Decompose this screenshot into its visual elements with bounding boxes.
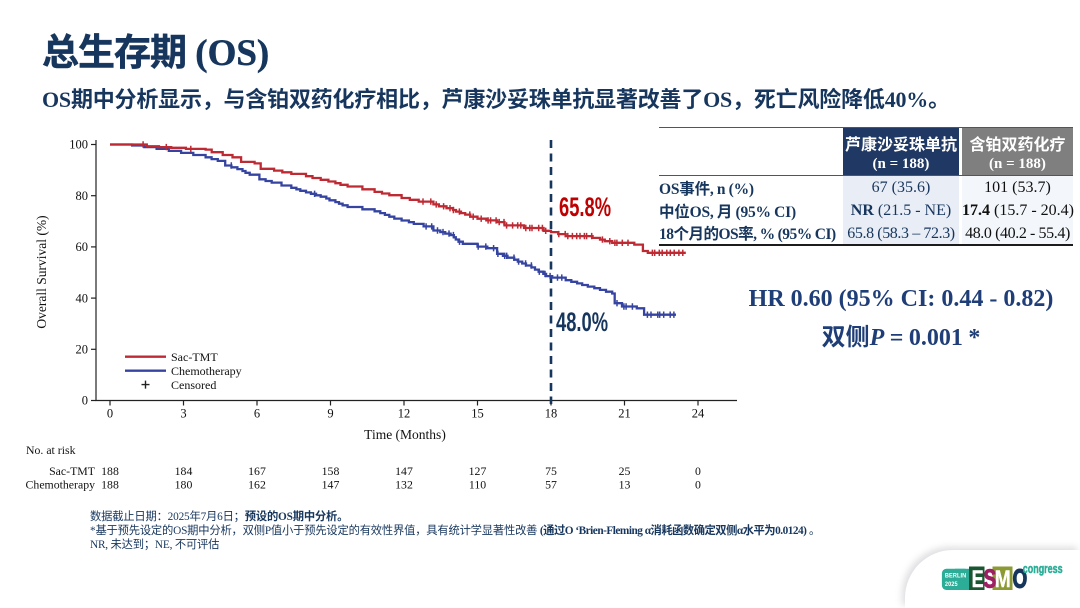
svg-text:2025: 2025: [945, 581, 958, 589]
svg-text:congress: congress: [1023, 563, 1063, 577]
svg-text:110: 110: [469, 478, 486, 492]
svg-text:158: 158: [322, 464, 340, 478]
svg-text:75: 75: [545, 464, 557, 478]
svg-text:Time (Months): Time (Months): [364, 427, 446, 442]
svg-text:3: 3: [180, 407, 186, 421]
svg-text:65.8%: 65.8%: [559, 191, 611, 221]
svg-text:167: 167: [248, 464, 266, 478]
svg-text:S: S: [984, 563, 996, 593]
svg-text:E: E: [972, 567, 984, 593]
svg-text:127: 127: [469, 464, 487, 478]
svg-text:No. at risk: No. at risk: [26, 443, 76, 457]
svg-text:40: 40: [76, 291, 89, 305]
svg-text:60: 60: [76, 240, 89, 254]
svg-text:18: 18: [545, 407, 558, 421]
svg-text:15: 15: [471, 407, 484, 421]
svg-text:147: 147: [322, 478, 340, 492]
svg-text:80: 80: [76, 189, 89, 203]
svg-text:O: O: [1013, 563, 1028, 593]
svg-text:184: 184: [175, 464, 193, 478]
svg-text:188: 188: [101, 478, 119, 492]
svg-text:Sac-TMT: Sac-TMT: [171, 350, 218, 364]
svg-text:20: 20: [76, 343, 89, 357]
svg-text:180: 180: [175, 478, 193, 492]
svg-text:0: 0: [107, 407, 113, 421]
svg-text:Chemotherapy: Chemotherapy: [171, 364, 242, 378]
svg-text:13: 13: [619, 478, 631, 492]
svg-text:188: 188: [101, 464, 119, 478]
svg-text:57: 57: [545, 478, 557, 492]
svg-text:162: 162: [248, 478, 266, 492]
svg-text:Chemotherapy: Chemotherapy: [26, 478, 96, 492]
svg-text:9: 9: [327, 407, 333, 421]
svg-text:0: 0: [695, 478, 701, 492]
svg-text:24: 24: [692, 407, 705, 421]
svg-text:147: 147: [395, 464, 413, 478]
svg-text:Sac-TMT: Sac-TMT: [49, 464, 96, 478]
svg-text:BERLIN: BERLIN: [945, 572, 967, 580]
svg-text:25: 25: [619, 464, 631, 478]
svg-text:6: 6: [254, 407, 260, 421]
svg-text:21: 21: [618, 407, 631, 421]
svg-text:132: 132: [395, 478, 413, 492]
svg-text:Overall Survival (%): Overall Survival (%): [34, 215, 49, 328]
svg-text:0: 0: [695, 464, 701, 478]
svg-text:Censored: Censored: [171, 378, 216, 392]
svg-text:M: M: [995, 565, 1011, 593]
svg-text:0: 0: [82, 394, 88, 408]
svg-text:48.0%: 48.0%: [556, 306, 608, 336]
svg-text:100: 100: [69, 138, 88, 152]
svg-text:12: 12: [398, 407, 411, 421]
